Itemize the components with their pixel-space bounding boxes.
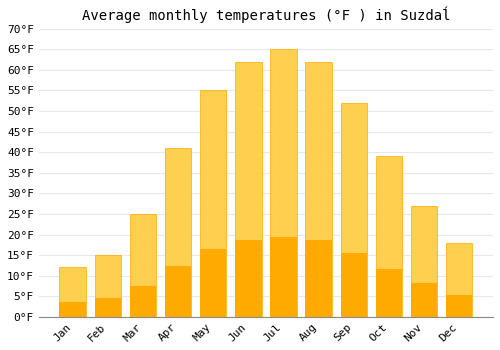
Bar bbox=[306, 240, 332, 317]
Bar bbox=[446, 243, 472, 317]
Bar bbox=[340, 253, 367, 317]
Bar bbox=[411, 206, 438, 317]
Bar bbox=[60, 267, 86, 317]
Bar bbox=[411, 284, 438, 317]
Bar bbox=[200, 91, 226, 317]
Bar bbox=[200, 249, 226, 317]
Bar bbox=[376, 156, 402, 317]
Bar bbox=[340, 103, 367, 317]
Title: Average monthly temperatures (°F ) in Suzdaĺ: Average monthly temperatures (°F ) in Su… bbox=[82, 7, 450, 23]
Bar bbox=[60, 302, 86, 317]
Bar bbox=[130, 214, 156, 317]
Bar bbox=[235, 240, 262, 317]
Bar bbox=[130, 286, 156, 317]
Bar bbox=[376, 269, 402, 317]
Bar bbox=[306, 62, 332, 317]
Bar bbox=[94, 255, 121, 317]
Bar bbox=[446, 295, 472, 317]
Bar bbox=[270, 237, 296, 317]
Bar bbox=[235, 62, 262, 317]
Bar bbox=[270, 49, 296, 317]
Bar bbox=[165, 266, 191, 317]
Bar bbox=[165, 148, 191, 317]
Bar bbox=[94, 298, 121, 317]
